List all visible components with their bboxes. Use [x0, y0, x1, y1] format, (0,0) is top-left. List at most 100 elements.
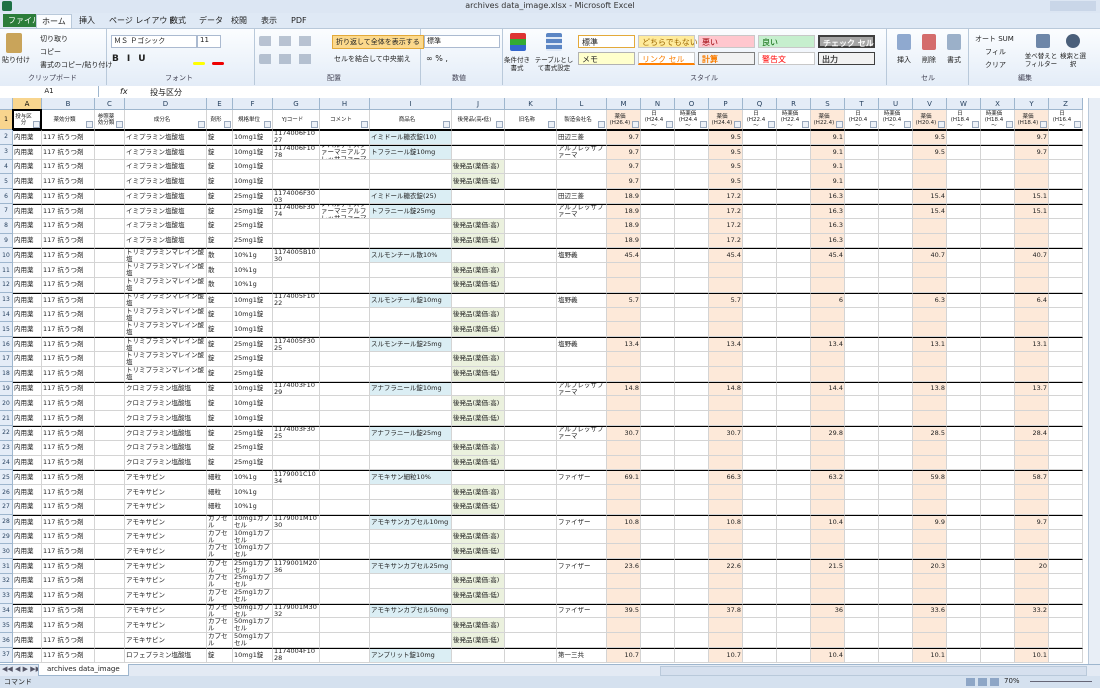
- cell[interactable]: [607, 396, 641, 412]
- cell[interactable]: 117 抗うつ剤: [42, 618, 95, 634]
- cell[interactable]: 117 抗うつ剤: [42, 130, 95, 145]
- cell[interactable]: [675, 440, 709, 456]
- cell[interactable]: [95, 618, 125, 634]
- zoom-slider[interactable]: [1030, 681, 1092, 682]
- cell[interactable]: [981, 366, 1015, 382]
- cell[interactable]: スルモンチール散10%: [370, 248, 452, 264]
- cell[interactable]: 内用薬: [13, 455, 42, 471]
- cell[interactable]: [709, 500, 743, 515]
- cell[interactable]: イミドール糖衣錠(10): [370, 130, 452, 145]
- cell[interactable]: [879, 159, 913, 175]
- cell[interactable]: [879, 485, 913, 500]
- cell[interactable]: [320, 278, 370, 293]
- cell[interactable]: [709, 618, 743, 634]
- row-header[interactable]: 28: [0, 514, 13, 530]
- cell[interactable]: 14.4: [811, 381, 845, 397]
- cell[interactable]: [709, 455, 743, 471]
- cell[interactable]: [675, 426, 709, 441]
- cell[interactable]: [607, 278, 641, 293]
- row-header[interactable]: 12: [0, 278, 13, 293]
- cell[interactable]: [879, 544, 913, 560]
- cell[interactable]: トリミプラミンマレイン酸塩: [125, 292, 207, 308]
- cell[interactable]: 39.5: [607, 603, 641, 619]
- cell[interactable]: イミプラミン塩酸塩: [125, 189, 207, 204]
- cell[interactable]: [1015, 396, 1049, 412]
- cell[interactable]: [320, 618, 370, 634]
- cell[interactable]: アモキサピン: [125, 574, 207, 589]
- cell[interactable]: [743, 618, 777, 634]
- cell[interactable]: [273, 574, 320, 589]
- cell[interactable]: 錠: [207, 144, 233, 160]
- cell[interactable]: [320, 544, 370, 560]
- cell[interactable]: イミプラミン塩酸塩: [125, 159, 207, 175]
- cell[interactable]: [320, 233, 370, 249]
- cell[interactable]: [709, 366, 743, 382]
- cell[interactable]: [811, 633, 845, 648]
- cell[interactable]: 117 抗うつ剤: [42, 233, 95, 249]
- cell[interactable]: [709, 263, 743, 278]
- cell[interactable]: ファイザー: [557, 470, 607, 486]
- cell[interactable]: 後発品(薬価:低): [452, 588, 505, 604]
- cell[interactable]: [777, 248, 811, 264]
- cell[interactable]: [452, 292, 505, 308]
- ribbon-tab[interactable]: ホーム: [36, 14, 72, 28]
- cell[interactable]: [320, 159, 370, 175]
- cell[interactable]: [273, 411, 320, 426]
- cell[interactable]: [845, 396, 879, 412]
- cell[interactable]: ノバルティスファーマ＝アルフレッサファーマ: [320, 144, 370, 160]
- column-header[interactable]: D: [125, 98, 207, 110]
- cell[interactable]: [452, 204, 505, 219]
- cell[interactable]: 後発品(薬価:高): [452, 352, 505, 367]
- cell[interactable]: [675, 470, 709, 486]
- cell[interactable]: [370, 233, 452, 249]
- cell[interactable]: [947, 500, 981, 515]
- header-cell[interactable]: 成分名: [125, 110, 207, 130]
- cell[interactable]: アモキサンカプセル25mg: [370, 559, 452, 574]
- row-header[interactable]: 8: [0, 218, 13, 234]
- cell[interactable]: [273, 159, 320, 175]
- cell[interactable]: 25mg1錠: [233, 189, 273, 204]
- cell[interactable]: 25mg1錠: [233, 455, 273, 471]
- cell[interactable]: [1049, 130, 1083, 145]
- cell[interactable]: [641, 529, 675, 545]
- cell[interactable]: 117 抗うつ剤: [42, 189, 95, 204]
- cell[interactable]: [947, 366, 981, 382]
- cell[interactable]: [641, 514, 675, 530]
- cell[interactable]: [95, 263, 125, 278]
- cell[interactable]: 45.4: [811, 248, 845, 264]
- cell[interactable]: [557, 218, 607, 234]
- cell[interactable]: [879, 396, 913, 412]
- clear-button[interactable]: クリア: [985, 61, 1006, 69]
- cell[interactable]: [879, 559, 913, 574]
- cell[interactable]: [452, 248, 505, 264]
- filter-button[interactable]: [836, 121, 843, 128]
- cell[interactable]: [320, 455, 370, 471]
- column-header[interactable]: G: [273, 98, 320, 110]
- cell[interactable]: [1049, 307, 1083, 323]
- cell[interactable]: アモキサピン: [125, 633, 207, 648]
- cell[interactable]: 50mg1カプセル: [233, 618, 273, 634]
- cell[interactable]: 9.7: [607, 159, 641, 175]
- row-header[interactable]: 34: [0, 603, 13, 619]
- column-header[interactable]: T: [845, 98, 879, 110]
- cell[interactable]: 9.5: [709, 130, 743, 145]
- cell[interactable]: [641, 470, 675, 486]
- cell[interactable]: 9.5: [709, 144, 743, 160]
- filter-button[interactable]: [86, 121, 93, 128]
- cell[interactable]: [370, 263, 452, 278]
- cell[interactable]: [981, 603, 1015, 619]
- cell[interactable]: [981, 248, 1015, 264]
- cell[interactable]: [675, 633, 709, 648]
- cell[interactable]: 117 抗うつ剤: [42, 455, 95, 471]
- cell[interactable]: [743, 588, 777, 604]
- row-header[interactable]: 20: [0, 396, 13, 412]
- cell[interactable]: [505, 233, 557, 249]
- cell[interactable]: [981, 411, 1015, 426]
- cell[interactable]: トリミプラミンマレイン酸塩: [125, 337, 207, 352]
- cell[interactable]: [947, 278, 981, 293]
- cell[interactable]: [1049, 603, 1083, 619]
- cell[interactable]: 9.5: [913, 130, 947, 145]
- cell[interactable]: [743, 337, 777, 352]
- header-cell[interactable]: 新規収載日(H24.4～H26.3): [641, 110, 675, 130]
- cell[interactable]: [641, 233, 675, 249]
